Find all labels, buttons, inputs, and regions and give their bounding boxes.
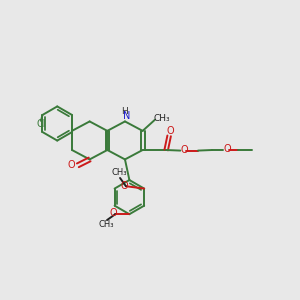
Text: Cl: Cl [36, 119, 46, 129]
Text: O: O [121, 181, 128, 191]
Text: O: O [166, 126, 174, 136]
Text: CH₃: CH₃ [153, 114, 170, 123]
Text: O: O [110, 208, 118, 218]
Text: H: H [121, 107, 128, 116]
Text: CH₃: CH₃ [98, 220, 114, 229]
Text: CH₃: CH₃ [111, 168, 127, 177]
Text: O: O [68, 160, 75, 170]
Text: O: O [223, 144, 231, 154]
Text: O: O [180, 145, 188, 155]
Text: N: N [123, 111, 130, 121]
